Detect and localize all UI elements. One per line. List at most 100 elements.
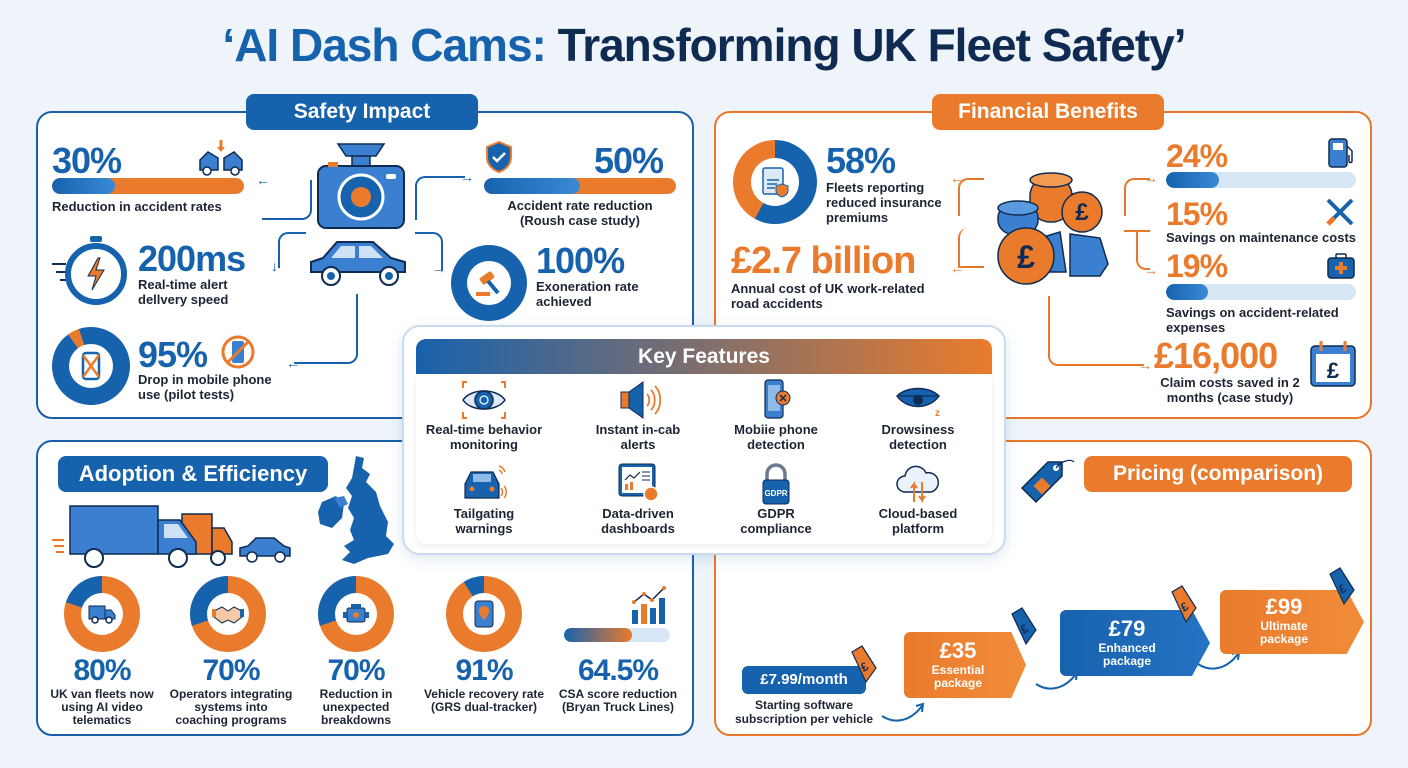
key-features-header: Key Features: [416, 339, 992, 374]
stat-50-value: 50%: [594, 140, 664, 181]
arrow-left-icon: ←: [950, 170, 964, 186]
feature-cloud-platform: Cloud-based platform: [848, 462, 988, 536]
accident-reduction-bar: [52, 178, 244, 194]
stat-30-value: 30%: [52, 140, 122, 181]
connector-line: [415, 232, 443, 270]
stat-claims-value: £16,000: [1154, 335, 1278, 376]
feature-dashboards: Data-driven dashboards: [568, 462, 708, 536]
arrow-left-icon: ←: [950, 260, 964, 276]
dashboard-icon: [618, 463, 659, 502]
accident-savings-bar: [1166, 284, 1356, 300]
adoption-heading: Adoption & Efficiency: [58, 456, 328, 492]
stat-58-label: Fleets reporting reduced insurance premi…: [826, 180, 942, 225]
tools-icon: [1324, 196, 1356, 228]
stat-80-label: UK van fleets now using AI video telematic…: [50, 687, 154, 727]
vehicle-recovery-donut: [446, 576, 522, 652]
financial-benefits-heading: Financial Benefits: [932, 94, 1164, 130]
roush-reduction-bar: [484, 178, 676, 194]
handshake-icon: [212, 606, 244, 624]
stat-50-label: Accident rate reduction (Roush case stud…: [507, 198, 653, 228]
stat-64-value: 64.5%: [577, 654, 659, 687]
lock-icon: GDPR: [762, 463, 790, 505]
svg-text:£: £: [1075, 199, 1089, 226]
arrow-right-icon: →: [1138, 357, 1152, 373]
base-price-badge: £7.99/month: [742, 666, 866, 694]
fuel-pump-icon: [1326, 136, 1356, 170]
growth-chart-icon: [628, 584, 668, 626]
essential-package-tag[interactable]: £35 Essential package: [904, 632, 1026, 698]
connector-line: [958, 228, 984, 268]
price-tag-small-icon: £: [1008, 606, 1040, 646]
feature-gdpr-compliance: GDPR GDPR compliance: [706, 462, 846, 536]
stat-70-breakdowns-label: Reduction in unexpected breakdowns: [319, 687, 393, 727]
car-icon: [305, 232, 413, 288]
connector-line: [294, 294, 358, 364]
stopwatch-icon: [50, 232, 130, 306]
arrow-down-icon: ↓: [271, 258, 278, 274]
van-icon: [88, 605, 116, 624]
dash-camera-icon: [312, 140, 410, 230]
arrow-left-icon: ←: [256, 172, 270, 188]
price-tag-small-icon: £: [1168, 584, 1200, 624]
stat-95-label: Drop in mobile phone use (pilot tests): [138, 372, 272, 402]
stat-19-label: Savings on accident-related expenses: [1166, 305, 1339, 335]
calendar-pound-icon: £: [1308, 338, 1358, 390]
exoneration-donut: [451, 245, 527, 321]
engine-icon: [343, 604, 369, 623]
curved-arrow-icon: [881, 702, 925, 722]
svg-text:GDPR: GDPR: [764, 489, 787, 498]
uk-map-icon: [312, 452, 404, 564]
enhanced-package-tag[interactable]: £79 Enhanced package: [1060, 610, 1210, 676]
money-coins-crash-icon: £ £: [990, 168, 1120, 288]
stat-200ms-value: 200ms: [138, 238, 246, 279]
stat-80-value: 80%: [73, 654, 131, 687]
arrow-left-icon: ←: [286, 355, 300, 371]
stat-accident-cost-label: Annual cost of UK work-related road acci…: [731, 281, 925, 311]
delivery-vehicles-icon: [50, 500, 296, 572]
csa-score-bar: [564, 628, 670, 642]
speaker-icon: [620, 381, 662, 419]
safety-impact-heading: Safety Impact: [246, 94, 478, 130]
stat-24-value: 24%: [1166, 138, 1228, 174]
page-title: ‘AI Dash Cams: Transforming UK Fleet Saf…: [222, 19, 1186, 71]
stat-91-value: 91%: [455, 654, 513, 687]
gps-tracker-icon: [474, 600, 494, 628]
insurance-document-icon: [762, 167, 789, 198]
phone-crossed-icon: [81, 351, 101, 381]
connector-line: [415, 176, 465, 220]
key-features-body: [416, 374, 992, 544]
stat-100-label: Exoneration rate achieved: [536, 279, 639, 309]
car-crash-icon: [196, 138, 246, 178]
van-fleets-donut: [64, 576, 140, 652]
stat-91-label: Vehicle recovery rate (GRS dual-tracker): [423, 687, 545, 714]
stat-15-value: 15%: [1166, 196, 1228, 232]
gavel-icon: [476, 271, 500, 296]
stat-70-breakdowns-value: 70%: [327, 654, 385, 687]
stat-200ms-label: Real-time alert dellvery speed: [138, 277, 229, 307]
feature-in-cab-alerts: Instant in-cab alerts: [568, 378, 708, 452]
phone-use-donut: [41, 316, 141, 416]
stat-100-value: 100%: [536, 240, 625, 281]
stat-70-coaching-value: 70%: [202, 654, 260, 687]
fuel-savings-bar: [1166, 172, 1356, 188]
phone-block-icon: [764, 379, 791, 419]
arrow-right-icon: →: [1144, 262, 1158, 278]
stat-19-value: 19%: [1166, 248, 1228, 284]
cloud-icon: [896, 465, 940, 503]
arrow-right-icon: →: [460, 169, 474, 185]
svg-text:z: z: [935, 408, 940, 419]
arrow-right-icon: →: [1144, 170, 1158, 186]
arrow-right-icon: →: [432, 260, 446, 276]
svg-text:£: £: [1327, 358, 1340, 383]
stat-30-label: Reduction in accident rates: [52, 199, 222, 214]
price-tag-icon: [1018, 454, 1080, 506]
stat-95-value: 95%: [138, 334, 208, 375]
connector-line: [1124, 178, 1150, 216]
connector-line: [1048, 296, 1144, 366]
connector-line: [1136, 230, 1150, 270]
feature-behavior-monitoring: Real-time behavior monitoring: [414, 378, 554, 452]
stat-64-label: CSA score reduction (Bryan Truck Lines): [558, 687, 678, 714]
ultimate-package-tag[interactable]: £99 Ultimate package: [1220, 590, 1364, 654]
first-aid-kit-icon: [1326, 252, 1356, 280]
shield-check-icon: [484, 140, 514, 174]
